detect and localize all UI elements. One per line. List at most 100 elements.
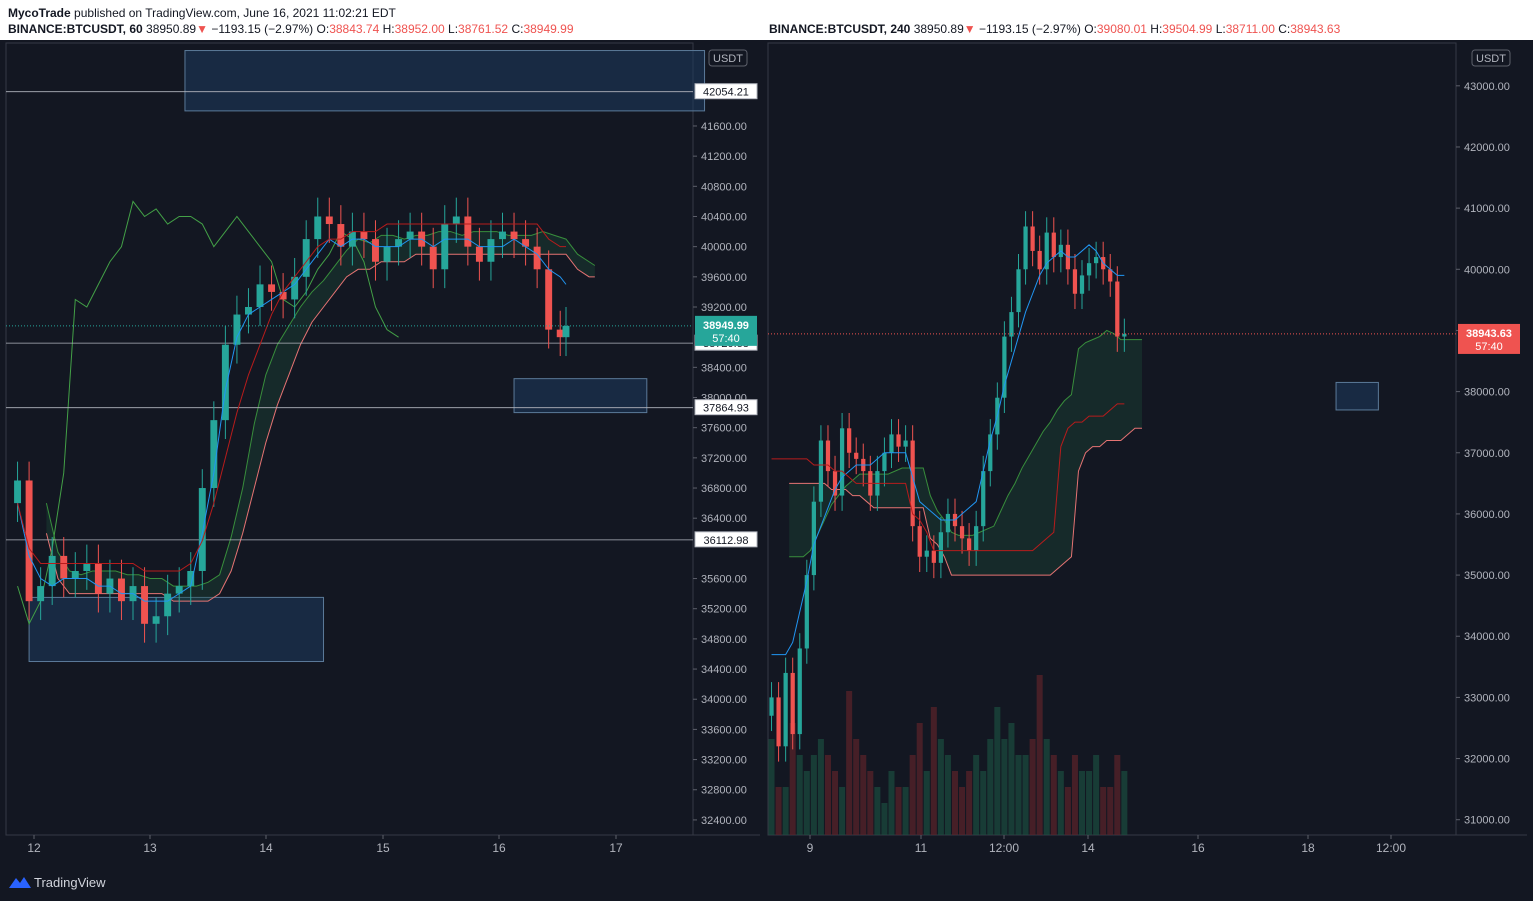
price-tick-label: 41600.00 bbox=[701, 121, 747, 133]
volume-bar bbox=[1043, 739, 1050, 835]
left-series-layer bbox=[6, 50, 706, 663]
candle-body bbox=[510, 231, 518, 240]
candle-body bbox=[187, 571, 195, 587]
right-currency-badge[interactable]: USDT bbox=[1471, 49, 1511, 67]
candle-body bbox=[533, 246, 541, 270]
candle-body bbox=[429, 246, 437, 270]
candle-body bbox=[37, 586, 45, 602]
publish-info: published on TradingView.com, June 16, 2… bbox=[74, 6, 396, 20]
candle-body bbox=[797, 648, 802, 735]
candle-body bbox=[452, 216, 460, 225]
candle-body bbox=[1023, 226, 1028, 270]
volume-bar bbox=[1029, 739, 1036, 835]
right-change: −1193.15 (−2.97%) bbox=[979, 22, 1081, 36]
candle-body bbox=[959, 526, 965, 539]
candle-body bbox=[931, 550, 936, 563]
volume-bar bbox=[867, 771, 874, 835]
volume-bar bbox=[994, 707, 1001, 835]
candle-body bbox=[847, 428, 852, 453]
candle-body bbox=[825, 440, 831, 472]
volume-bar bbox=[959, 787, 966, 835]
highlight-zone bbox=[184, 50, 706, 112]
candle-body bbox=[164, 593, 172, 617]
left-high: 38952.00 bbox=[394, 22, 445, 36]
candle-body bbox=[1002, 336, 1007, 398]
tradingview-brand[interactable]: TradingView bbox=[34, 875, 106, 890]
highlight-zone bbox=[28, 596, 325, 663]
candle-body bbox=[832, 471, 838, 496]
candle-body bbox=[1030, 226, 1035, 251]
highlight-zone bbox=[1335, 381, 1379, 411]
candle-body bbox=[25, 480, 33, 602]
volume-bar bbox=[1093, 755, 1100, 835]
volume-bar bbox=[810, 755, 817, 835]
left-currency-box bbox=[708, 49, 748, 67]
candle-body bbox=[1079, 275, 1085, 294]
candle-body bbox=[71, 571, 79, 579]
level-price-label: 36112.98 bbox=[703, 535, 748, 547]
time-tick-label: 9 bbox=[807, 841, 814, 855]
right-high-label: H: bbox=[1150, 22, 1163, 36]
candle-body bbox=[302, 239, 310, 277]
volume-bar bbox=[1008, 723, 1015, 835]
volume-bar bbox=[1086, 771, 1093, 835]
candle-body bbox=[917, 526, 922, 557]
candle-body bbox=[1072, 269, 1078, 294]
price-tick-label: 35600.00 bbox=[701, 574, 747, 586]
volume-bar bbox=[1079, 771, 1086, 835]
volume-bar bbox=[860, 755, 867, 835]
volume-bar bbox=[817, 739, 824, 835]
senkou-span-b-line bbox=[789, 427, 1142, 576]
right-time-axis[interactable]: 9 11 12:00 14 16 18 12:00 bbox=[807, 835, 1407, 855]
level-price-box bbox=[694, 83, 758, 100]
candle-body bbox=[974, 526, 979, 551]
right-low-label: L: bbox=[1215, 22, 1226, 36]
right-symbol[interactable]: BINANCE:BTCUSDT, 240 bbox=[769, 22, 911, 36]
senkou-span-a-line bbox=[789, 329, 1142, 558]
time-tick-label: 16 bbox=[1191, 841, 1205, 855]
price-tick-label: 38000.00 bbox=[1464, 387, 1510, 399]
left-symbol[interactable]: BINANCE:BTCUSDT, 60 bbox=[8, 22, 143, 36]
price-tick-label: 37600.00 bbox=[701, 423, 747, 435]
volume-bar bbox=[803, 771, 810, 835]
left-time-axis[interactable]: 12 13 14 15 16 17 bbox=[27, 835, 623, 855]
down-arrow-icon: ▼ bbox=[196, 22, 208, 36]
last-price-value: 38943.63 bbox=[1466, 328, 1512, 340]
candle-body bbox=[221, 344, 229, 421]
senkou-span-b-line bbox=[45, 253, 595, 602]
candle-body bbox=[60, 555, 68, 579]
tradingview-logo-icon[interactable] bbox=[8, 874, 32, 890]
candle-body bbox=[245, 307, 252, 315]
left-change: −1193.15 (−2.97%) bbox=[211, 22, 314, 36]
candle-body bbox=[441, 224, 449, 270]
author-name[interactable]: MycoTrade bbox=[8, 6, 71, 20]
time-tick-label: 12:00 bbox=[989, 841, 1019, 855]
right-open-label: O: bbox=[1084, 22, 1097, 36]
right-high: 39504.99 bbox=[1162, 22, 1213, 36]
volume-bar bbox=[937, 739, 944, 835]
volume-bar bbox=[902, 787, 909, 835]
price-tick-label: 39200.00 bbox=[701, 302, 747, 314]
left-chart-pane[interactable]: 41600.00 41200.00 40800.00 40400.00 40000.00… bbox=[5, 42, 760, 855]
volume-bar bbox=[853, 739, 860, 835]
left-price-axis[interactable]: 41600.00 41200.00 40800.00 40400.00 40000.00… bbox=[693, 121, 747, 827]
time-tick-label: 16 bbox=[492, 841, 506, 855]
left-high-label: H: bbox=[382, 22, 395, 36]
left-currency-badge[interactable]: USDT bbox=[708, 49, 748, 67]
volume-bar bbox=[1121, 771, 1128, 835]
candle-body bbox=[981, 471, 986, 527]
left-last: 38950.89 bbox=[146, 22, 197, 36]
candle-body bbox=[811, 501, 816, 576]
last-price-tag bbox=[1458, 323, 1520, 354]
charts-canvas[interactable]: 41600.00 41200.00 40800.00 40400.00 40000.00… bbox=[0, 40, 1533, 866]
price-tick-label: 36400.00 bbox=[701, 513, 747, 525]
tenkan-line bbox=[17, 238, 567, 602]
candle-body bbox=[1108, 269, 1113, 282]
volume-bar bbox=[1057, 771, 1064, 835]
last-price-value: 38949.99 bbox=[703, 320, 749, 332]
publish-line: MycoTrade published on TradingView.com, … bbox=[8, 6, 396, 20]
right-chart-pane[interactable]: 43000.0042000.0041000.0040000.0039000.00… bbox=[767, 42, 1527, 855]
candle-body bbox=[475, 246, 483, 262]
candle-body bbox=[291, 276, 299, 300]
